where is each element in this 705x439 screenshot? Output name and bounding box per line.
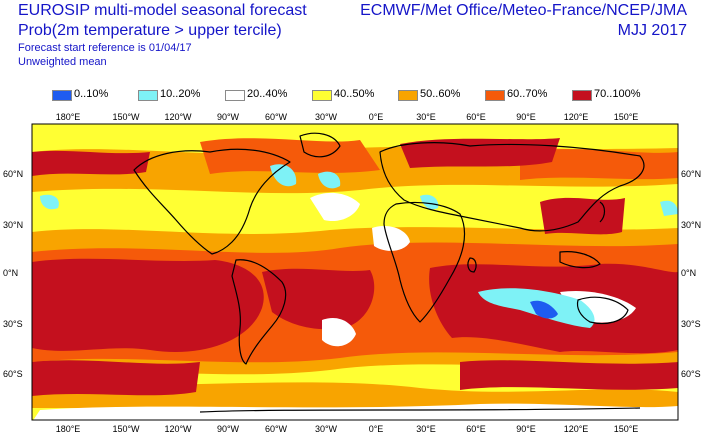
forecast-centres: ECMWF/Met Office/Meteo-France/NCEP/JMA: [360, 2, 687, 19]
lon-labels-top: 180°E 150°W 120°W 90°W 60°W 30°W 0°E 30°…: [56, 112, 639, 122]
lat-label: 30°S: [681, 319, 701, 329]
lon-label: 60°W: [265, 424, 288, 434]
lon-label: 30°E: [416, 424, 436, 434]
lon-label: 0°E: [369, 112, 384, 122]
legend-swatch: [225, 90, 245, 101]
lon-label: 30°W: [315, 424, 338, 434]
legend-swatch: [138, 90, 158, 101]
lat-label: 30°N: [681, 220, 701, 230]
lon-label: 60°E: [466, 424, 486, 434]
lon-label: 0°E: [369, 424, 384, 434]
lon-label: 150°W: [112, 112, 140, 122]
lon-label: 120°W: [164, 424, 192, 434]
lat-label: 30°N: [3, 220, 23, 230]
legend-label: 50..60%: [420, 88, 461, 100]
lon-label: 90°W: [217, 112, 240, 122]
lat-label: 60°S: [3, 369, 23, 379]
legend-swatch: [572, 90, 592, 101]
lon-label: 120°W: [164, 112, 192, 122]
forecast-season: MJJ 2017: [617, 22, 687, 39]
map-subtitle: Prob(2m temperature > upper tercile): [18, 22, 282, 39]
forecast-start-reference: Forecast start reference is 01/04/17: [18, 42, 192, 54]
lon-label: 90°E: [516, 424, 536, 434]
lat-label: 30°S: [3, 319, 23, 329]
lon-label: 60°W: [265, 112, 288, 122]
legend-label: 60..70%: [507, 88, 548, 100]
legend-swatch: [485, 90, 505, 101]
legend-label: 0..10%: [74, 88, 109, 100]
lat-labels-right: 60°N 30°N 0°N 30°S 60°S: [681, 169, 701, 379]
legend-label: 20..40%: [247, 88, 288, 100]
lat-label: 60°N: [681, 169, 701, 179]
lon-label: 30°E: [416, 112, 436, 122]
legend-label: 40..50%: [334, 88, 375, 100]
lat-label: 0°N: [3, 268, 18, 278]
lon-label: 180°E: [56, 112, 81, 122]
probability-map: 180°E 150°W 120°W 90°W 60°W 30°W 0°E 30°…: [3, 112, 701, 434]
legend-label: 70..100%: [594, 88, 641, 100]
legend-swatch: [312, 90, 332, 101]
lon-label: 60°E: [466, 112, 486, 122]
lat-label: 0°N: [681, 268, 696, 278]
lat-labels-left: 60°N 30°N 0°N 30°S 60°S: [3, 169, 23, 379]
probability-legend: 0..10% 10..20% 20..40% 40..50% 50..60% 6…: [0, 88, 705, 104]
lat-label: 60°N: [3, 169, 23, 179]
lon-label: 150°W: [112, 424, 140, 434]
lon-label: 150°E: [614, 424, 639, 434]
lon-label: 30°W: [315, 112, 338, 122]
lon-label: 150°E: [614, 112, 639, 122]
lon-label: 90°E: [516, 112, 536, 122]
lon-label: 90°W: [217, 424, 240, 434]
map-frame: [31, 123, 679, 421]
legend-swatch: [398, 90, 418, 101]
lon-label: 120°E: [564, 112, 589, 122]
probability-field: [32, 124, 678, 420]
weighting-note: Unweighted mean: [18, 56, 107, 68]
lon-labels-bottom: 180°E 150°W 120°W 90°W 60°W 30°W 0°E 30°…: [56, 424, 639, 434]
lon-label: 120°E: [564, 424, 589, 434]
lon-label: 180°E: [56, 424, 81, 434]
lat-label: 60°S: [681, 369, 701, 379]
legend-label: 10..20%: [160, 88, 201, 100]
coastlines: [133, 132, 645, 413]
map-title: EUROSIP multi-model seasonal forecast: [18, 2, 307, 19]
legend-swatch: [52, 90, 72, 101]
